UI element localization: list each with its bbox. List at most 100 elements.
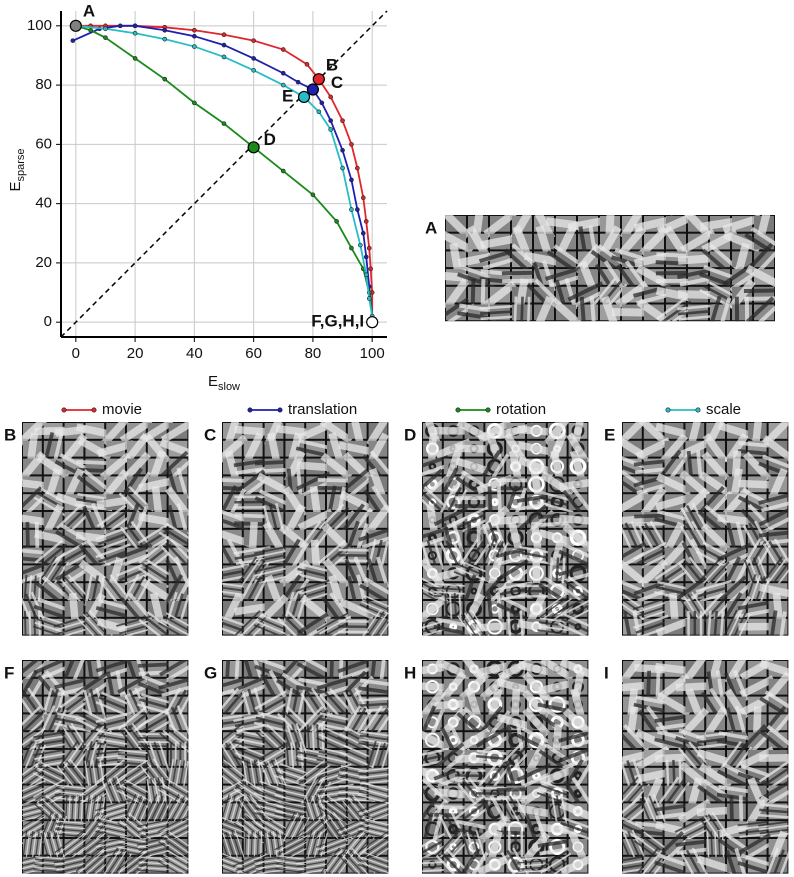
- legend-dot: [666, 408, 670, 412]
- marker-label: D: [264, 130, 276, 149]
- legend-dot: [696, 408, 700, 412]
- data-point: [163, 37, 167, 41]
- data-point: [222, 33, 226, 37]
- data-point: [163, 77, 167, 81]
- data-point: [335, 219, 339, 223]
- panel-label: H: [404, 663, 416, 682]
- mosaic: [12, 653, 198, 877]
- data-point: [355, 208, 359, 212]
- data-point: [252, 68, 256, 72]
- data-point: [222, 43, 226, 47]
- marker: [248, 142, 259, 153]
- data-point: [222, 122, 226, 126]
- marker-label: B: [326, 56, 338, 75]
- y-axis-label-sub: sparse: [15, 148, 27, 181]
- y-axis-label-main: E: [7, 182, 24, 192]
- x-tick-label: 0: [72, 345, 80, 362]
- data-point: [296, 80, 300, 84]
- data-point: [192, 101, 196, 105]
- data-point: [71, 39, 75, 43]
- data-point: [341, 148, 345, 152]
- tile-stripe: [521, 297, 522, 328]
- data-point: [192, 34, 196, 38]
- panel-label: B: [4, 425, 16, 444]
- tile-stripe: [559, 518, 596, 521]
- data-point: [281, 169, 285, 173]
- legend-label: scale: [706, 401, 741, 418]
- tile-stripe: [592, 296, 594, 327]
- legend-dot: [62, 408, 66, 412]
- filter-tile: [369, 857, 388, 873]
- data-point: [329, 119, 333, 123]
- x-tick-label: 20: [127, 345, 144, 362]
- marker-label: A: [83, 1, 95, 20]
- panel-label: A: [425, 218, 437, 237]
- mosaic: [436, 208, 784, 328]
- legend-dot: [92, 408, 96, 412]
- filter-tile: [265, 732, 284, 748]
- data-point: [163, 28, 167, 32]
- filter-tile: [244, 839, 263, 855]
- mosaic: [13, 418, 197, 643]
- x-tick-label: 60: [245, 345, 262, 362]
- x-axis-label-sub: slow: [218, 381, 240, 393]
- marker: [367, 317, 378, 328]
- filter-tile: [706, 565, 725, 581]
- panel-label: D: [404, 425, 416, 444]
- data-point: [89, 28, 93, 32]
- data-point: [367, 296, 371, 300]
- data-point: [320, 101, 324, 105]
- data-point: [222, 55, 226, 59]
- y-tick-label: 100: [27, 17, 52, 34]
- data-point: [329, 128, 333, 132]
- legend-dot: [486, 408, 490, 412]
- data-point: [281, 48, 285, 52]
- mosaic: [412, 415, 597, 643]
- legend-dot: [278, 408, 282, 412]
- tile-stripe: [744, 298, 784, 299]
- data-point: [349, 142, 353, 146]
- panel-label: I: [604, 663, 609, 682]
- data-point: [355, 166, 359, 170]
- data-point: [361, 231, 365, 235]
- mosaic: [413, 656, 598, 877]
- x-axis-label: Eslow: [208, 373, 240, 393]
- data-point: [358, 243, 362, 247]
- mosaic: [613, 415, 794, 643]
- data-point: [103, 36, 107, 40]
- x-tick-label: 40: [186, 345, 203, 362]
- filter-tile: [444, 839, 463, 855]
- data-point: [349, 246, 353, 250]
- data-point: [103, 27, 107, 31]
- data-point: [252, 39, 256, 43]
- data-point: [364, 255, 368, 259]
- panel-label: E: [604, 425, 615, 444]
- y-tick-label: 20: [35, 254, 52, 271]
- data-point: [133, 24, 137, 28]
- data-point: [364, 273, 368, 277]
- marker: [299, 91, 310, 102]
- data-point: [252, 56, 256, 60]
- data-point: [369, 267, 373, 271]
- data-point: [361, 196, 365, 200]
- data-point: [305, 62, 309, 66]
- x-axis-label-main: E: [208, 373, 218, 390]
- legend-label: rotation: [496, 401, 546, 418]
- filter-tile: [285, 821, 304, 837]
- data-point: [281, 71, 285, 75]
- data-point: [118, 24, 122, 28]
- y-tick-label: 40: [35, 195, 52, 212]
- filter-tile: [148, 803, 167, 819]
- filter-tile: [223, 857, 242, 873]
- marker: [313, 74, 324, 85]
- mosaic: [613, 654, 794, 877]
- panel-label: G: [204, 663, 217, 682]
- data-point: [341, 119, 345, 123]
- y-tick-label: 80: [35, 76, 52, 93]
- data-point: [349, 178, 353, 182]
- y-tick-label: 0: [44, 313, 52, 330]
- tile-stripe: [744, 290, 784, 291]
- data-point: [329, 95, 333, 99]
- filter-tile: [65, 803, 84, 819]
